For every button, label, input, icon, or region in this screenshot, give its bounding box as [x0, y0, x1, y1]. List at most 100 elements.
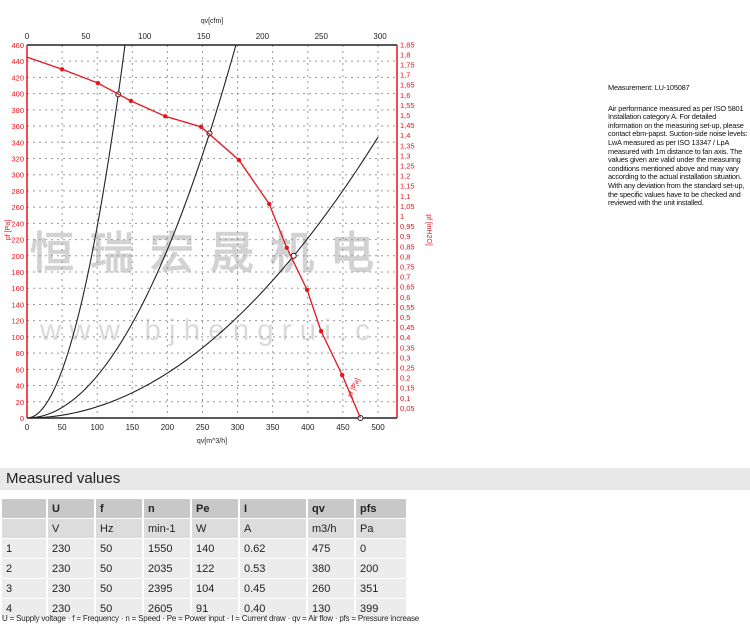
y-tick-label: 180	[11, 268, 24, 277]
y-tick-label: 400	[11, 90, 24, 99]
table-row: 3 230 50 2395 104 0.45 260 351	[2, 579, 406, 598]
y2-tick-label: 1,4	[400, 131, 410, 140]
fan-curve-point	[236, 157, 242, 163]
table-cell: Pa	[356, 519, 406, 538]
table-cell: 230	[48, 559, 94, 578]
table-cell: 91	[192, 599, 238, 618]
table-cell: 104	[192, 579, 238, 598]
y-tick-label: 340	[11, 138, 24, 147]
fan-curve-label: pf [Pa]	[347, 377, 362, 398]
y2-tick-label: 0,75	[400, 262, 415, 271]
x2-tick-label: 50	[81, 32, 90, 41]
y-tick-label: 100	[11, 333, 24, 342]
x-tick-label: 200	[161, 423, 175, 432]
fan-curve-point	[128, 98, 134, 104]
y2-tick-label: 0,1	[400, 394, 410, 403]
y2-tick-label: 1,6	[400, 91, 410, 100]
y2-tick-label: 0,4	[400, 333, 410, 342]
table-cell: 1	[2, 539, 46, 558]
table-cell: U	[48, 499, 94, 518]
y2-tick-label: 0,5	[400, 313, 410, 322]
y2-tick-label: 0,6	[400, 293, 410, 302]
y2-tick-label: 1,45	[400, 121, 415, 130]
table-cell: 475	[308, 539, 354, 558]
y-tick-label: 200	[11, 252, 24, 261]
table-cell: 2035	[144, 559, 190, 578]
y2-tick-label: 0,2	[400, 374, 410, 383]
measurement-body: Air performance measured as per ISO 5801…	[608, 103, 748, 208]
measurement-title: Measurement: LU-105087	[608, 83, 690, 92]
fan-curve-point	[284, 245, 289, 250]
y2-tick-label: 1,1	[400, 192, 410, 201]
y-tick-label: 260	[11, 203, 24, 212]
y2-tick-label: 1,35	[400, 141, 415, 150]
y2-tick-label: 0,3	[400, 353, 410, 362]
y2-tick-label: 0,85	[400, 242, 415, 251]
y-tick-label: 440	[11, 57, 24, 66]
table-cell: 399	[356, 599, 406, 618]
x-tick-label: 100	[91, 423, 105, 432]
fan-curve-point	[339, 372, 345, 378]
y-tick-label: 300	[11, 171, 24, 180]
y-tick-label: 360	[11, 122, 24, 131]
y2-tick-label: 0,9	[400, 232, 410, 241]
fan-curve-point	[95, 80, 101, 86]
fan-curve-point	[59, 67, 65, 72]
table-cell: 130	[308, 599, 354, 618]
table-cell: 0.62	[240, 539, 306, 558]
system-curve	[26, 44, 237, 419]
y2-tick-label: 1	[400, 212, 404, 221]
fan-curve-point	[318, 329, 324, 334]
y2-tick-label: 0,7	[400, 273, 410, 282]
x-tick-label: 300	[231, 423, 245, 432]
y2-tick-label: 1,85	[400, 40, 415, 49]
y-tick-label: 120	[11, 317, 24, 326]
x2-tick-label: 300	[373, 32, 387, 41]
system-curve	[26, 44, 126, 419]
x2-tick-label: 100	[138, 32, 152, 41]
table-cell: 0.40	[240, 599, 306, 618]
y2-tick-label: 0,95	[400, 222, 415, 231]
x-tick-label: 500	[371, 423, 385, 432]
x2-tick-label: 150	[197, 32, 211, 41]
table-row: 1 230 50 1550 140 0.62 475 0	[2, 539, 406, 558]
table-cell	[2, 499, 46, 518]
watermark-url: w w w . b j h e n g r u i . c	[39, 314, 370, 347]
table-cell: 4	[2, 599, 46, 618]
x2-tick-label: 250	[315, 32, 329, 41]
measured-values-heading: Measured values	[0, 468, 750, 490]
table-cell: 122	[192, 559, 238, 578]
table-legend: U = Supply voltage · f = Frequency · n =…	[2, 614, 420, 623]
y2-tick-label: 1,8	[400, 50, 410, 59]
y2-tick-label: 0,65	[400, 283, 415, 292]
table-cell: 50	[96, 539, 142, 558]
system-curve	[26, 136, 379, 419]
x2-tick-label: 0	[25, 32, 30, 41]
table-cell: 50	[96, 559, 142, 578]
x-tick-label: 400	[301, 423, 315, 432]
y-tick-label: 20	[16, 398, 24, 407]
table-cell: 0.53	[240, 559, 306, 578]
table-cell: 50	[96, 599, 142, 618]
table-cell: 0.45	[240, 579, 306, 598]
y-tick-label: 280	[11, 187, 24, 196]
y2-tick-label: 1,05	[400, 202, 415, 211]
table-cell: n	[144, 499, 190, 518]
watermark-text: 恒瑞宏晟机电	[30, 229, 390, 278]
fan-curve-point	[266, 201, 272, 207]
x-tick-label: 0	[25, 423, 30, 432]
y2-tick-label: 1,5	[400, 111, 410, 120]
y2-tick-label: 1,65	[400, 81, 415, 90]
table-cell: 380	[308, 559, 354, 578]
x-tick-label: 150	[126, 423, 140, 432]
y2-tick-label: 1,75	[400, 60, 415, 69]
table-cell: A	[240, 519, 306, 538]
table-cell: Hz	[96, 519, 142, 538]
table-cell: 1550	[144, 539, 190, 558]
x2-axis-title: qv[cfm]	[201, 18, 224, 25]
y-tick-label: 220	[11, 236, 24, 245]
table-cell: pfs	[356, 499, 406, 518]
table-row: 2 230 50 2035 122 0.53 380 200	[2, 559, 406, 578]
